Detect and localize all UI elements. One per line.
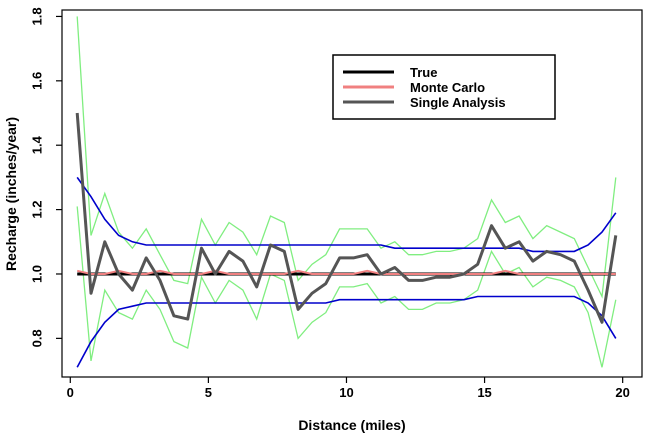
y-tick-label: 1.4 (29, 135, 44, 154)
bounds-green-lower-line (76, 206, 617, 368)
y-tick-label: 1.8 (29, 7, 44, 25)
x-tick-label: 0 (67, 385, 74, 400)
bounds-blue-lower-line (76, 295, 617, 368)
legend-label-single-analysis: Single Analysis (410, 95, 506, 110)
x-tick-label: 10 (339, 385, 353, 400)
y-tick-label: 0.8 (29, 329, 44, 347)
monte-carlo-line (76, 269, 616, 275)
single-analysis-line (75, 112, 618, 324)
x-tick-label: 5 (205, 385, 212, 400)
legend-label-true: True (410, 65, 437, 80)
y-axis-title: Recharge (inches/year) (3, 117, 19, 271)
x-axis-title: Distance (miles) (298, 417, 405, 433)
data-series (75, 112, 618, 324)
bounds-green-upper-line (76, 16, 617, 299)
x-tick-label: 15 (477, 385, 491, 400)
legend-label-monte-carlo: Monte Carlo (410, 80, 485, 95)
y-tick-label: 1.6 (29, 72, 44, 90)
y-tick-label: 1.2 (29, 201, 44, 219)
axis-ticks (56, 15, 624, 383)
tick-labels: 0 5 10 15 20 0.8 1.0 1.2 1.4 1.6 1.8 (29, 7, 629, 400)
x-tick-label: 20 (615, 385, 629, 400)
y-tick-label: 1.0 (29, 265, 44, 283)
legend: True Monte Carlo Single Analysis (332, 54, 556, 120)
